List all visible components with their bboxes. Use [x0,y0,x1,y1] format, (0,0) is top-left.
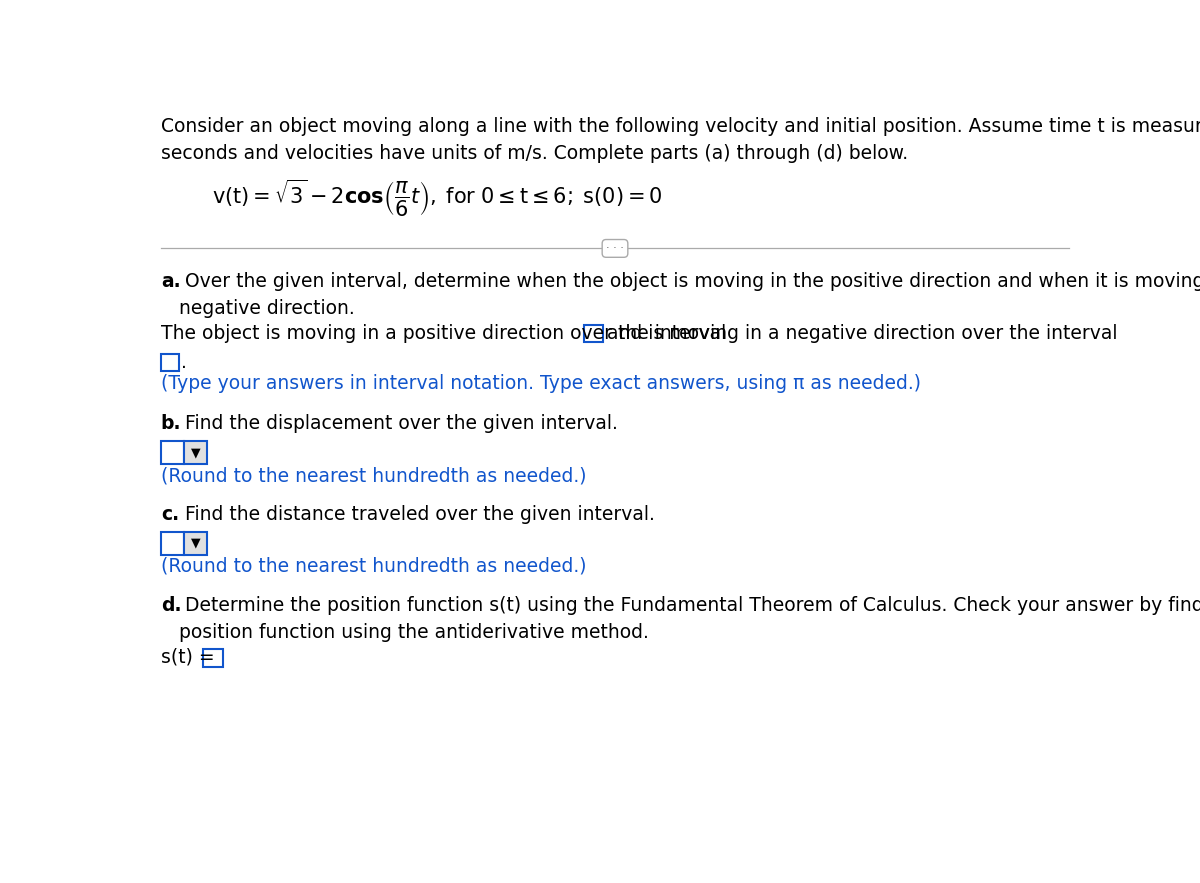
Text: s(t) =: s(t) = [161,648,221,667]
Text: (Round to the nearest hundredth as needed.): (Round to the nearest hundredth as neede… [161,466,587,485]
Text: d.: d. [161,596,181,615]
Text: .: . [181,353,187,372]
Text: and is moving in a negative direction over the interval: and is moving in a negative direction ov… [607,323,1117,343]
Bar [584,325,602,342]
Text: a.: a. [161,271,180,291]
Text: Over the given interval, determine when the object is moving in the positive dir: Over the given interval, determine when … [180,271,1200,318]
Text: Find the distance traveled over the given interval.: Find the distance traveled over the give… [180,505,655,524]
Text: (Type your answers in interval notation. Type exact answers, using π as needed.): (Type your answers in interval notation.… [161,374,920,393]
Text: The object is moving in a positive direction over the interval: The object is moving in a positive direc… [161,323,726,343]
Text: ▼: ▼ [191,537,200,550]
Bar [161,441,184,464]
Text: ▼: ▼ [191,446,200,459]
Text: Find the displacement over the given interval.: Find the displacement over the given int… [180,414,618,433]
Bar [161,532,184,555]
Text: (Round to the nearest hundredth as needed.): (Round to the nearest hundredth as neede… [161,557,587,576]
Bar [184,441,208,464]
Text: $\mathdefault{v(t) = \sqrt{3} - 2}\mathbf{cos}\left(\dfrac{\pi}{6}t\right)\mathd: $\mathdefault{v(t) = \sqrt{3} - 2}\mathb… [212,177,662,219]
Text: c.: c. [161,505,179,524]
Bar [161,354,180,371]
Text: · · ·: · · · [606,244,624,253]
Text: b.: b. [161,414,181,433]
Bar [203,649,223,668]
Bar [184,532,208,555]
Text: Consider an object moving along a line with the following velocity and initial p: Consider an object moving along a line w… [161,117,1200,163]
Text: Determine the position function s(t) using the Fundamental Theorem of Calculus. : Determine the position function s(t) usi… [180,596,1200,642]
